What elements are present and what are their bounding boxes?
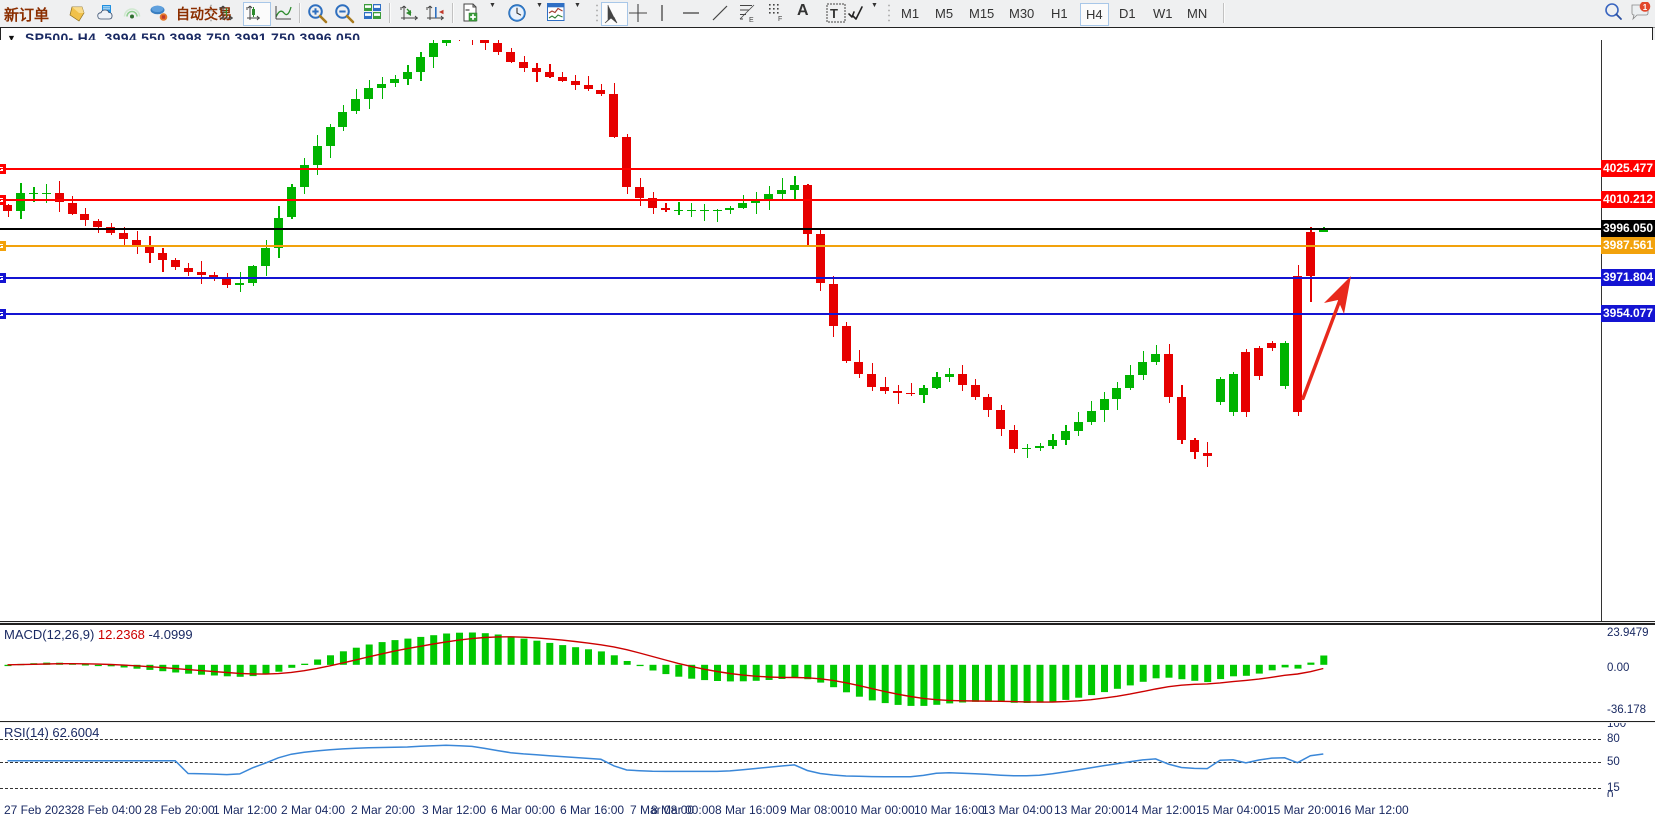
svg-text:E: E [749, 17, 754, 24]
svg-text:1: 1 [1643, 3, 1648, 12]
svg-text:T: T [830, 6, 838, 21]
svg-text:F: F [778, 16, 782, 23]
